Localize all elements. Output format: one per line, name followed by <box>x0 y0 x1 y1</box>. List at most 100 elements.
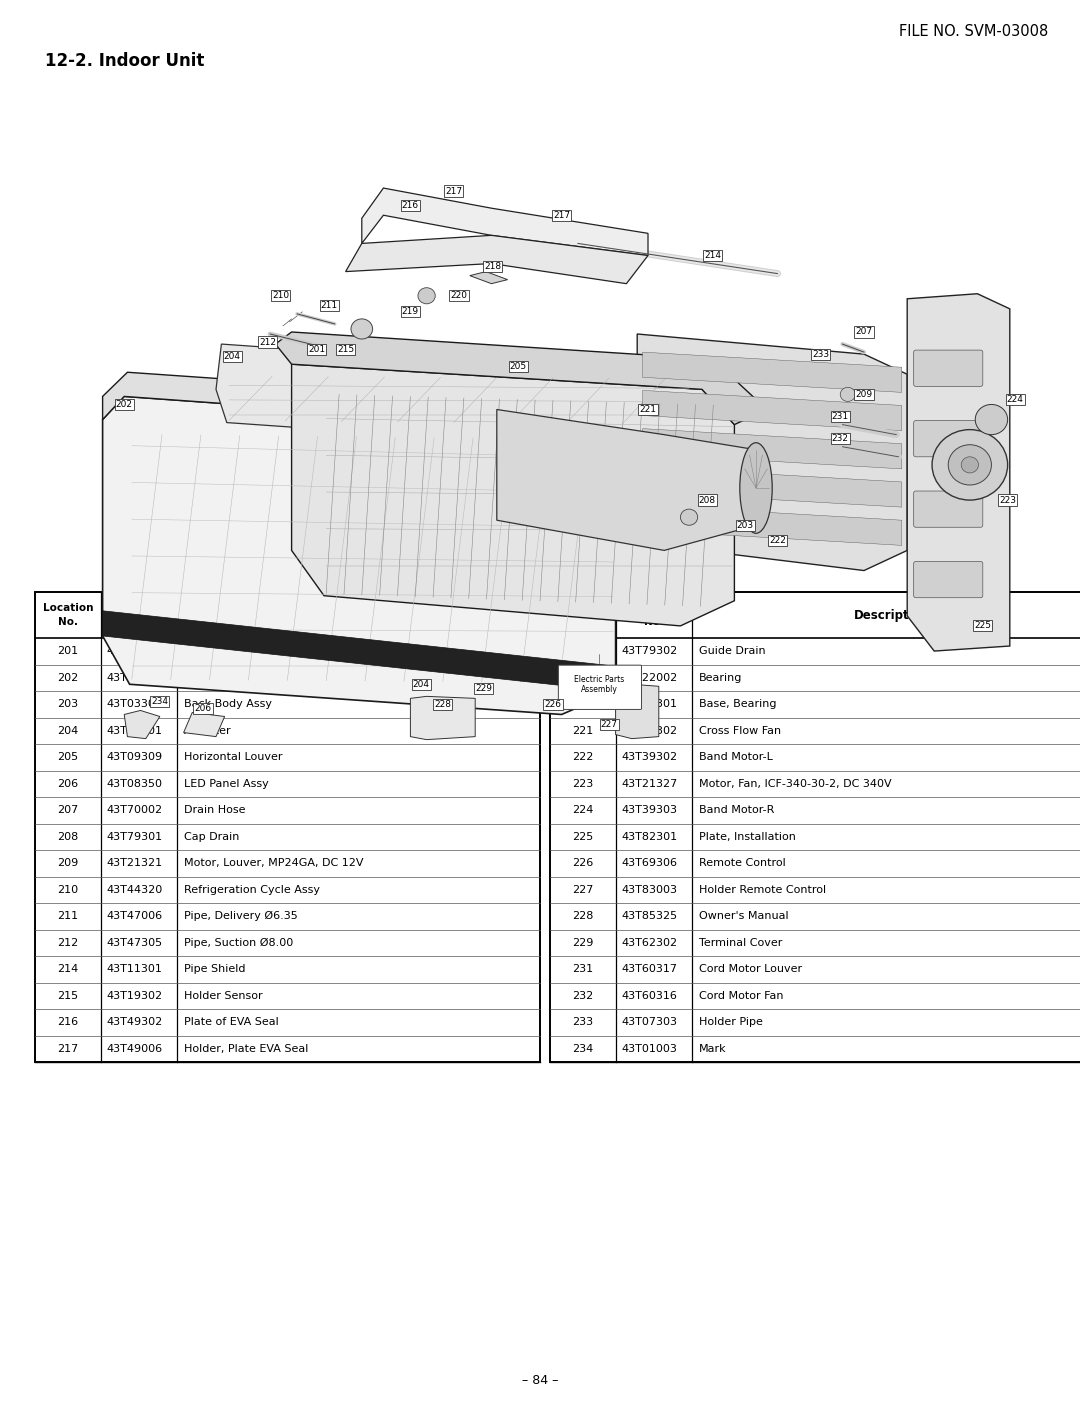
Text: 211: 211 <box>321 301 338 311</box>
Text: 234: 234 <box>572 1044 594 1054</box>
Text: 43T08350: 43T08350 <box>106 778 162 789</box>
Text: Motor, Fan, ICF-340-30-2, DC 340V: Motor, Fan, ICF-340-30-2, DC 340V <box>699 778 892 789</box>
Polygon shape <box>362 189 648 256</box>
FancyBboxPatch shape <box>558 666 642 709</box>
Text: 43T09316: 43T09316 <box>106 673 162 682</box>
Text: Back Body Assy: Back Body Assy <box>184 699 272 709</box>
Text: 43T01003: 43T01003 <box>621 1044 677 1054</box>
FancyBboxPatch shape <box>914 421 983 457</box>
Text: Air Filter: Air Filter <box>184 726 231 736</box>
Text: 211: 211 <box>57 912 79 922</box>
Text: Cord Motor Fan: Cord Motor Fan <box>699 991 783 1000</box>
Text: 225: 225 <box>572 832 594 841</box>
Text: 217: 217 <box>445 187 462 196</box>
Text: 43T83003: 43T83003 <box>621 885 677 895</box>
Text: Location: Location <box>43 604 93 613</box>
Text: 208: 208 <box>699 495 716 505</box>
Text: 43T44320: 43T44320 <box>106 885 162 895</box>
Text: 232: 232 <box>832 435 849 443</box>
Text: 214: 214 <box>704 250 721 260</box>
Text: 233: 233 <box>812 349 829 359</box>
Polygon shape <box>637 333 907 571</box>
Text: 43T21321: 43T21321 <box>106 858 162 868</box>
Text: 43T11301: 43T11301 <box>106 964 162 974</box>
Text: 224: 224 <box>572 805 594 815</box>
Text: 231: 231 <box>832 412 849 421</box>
Text: Remote Control: Remote Control <box>699 858 786 868</box>
Text: No.: No. <box>129 618 149 628</box>
Text: Part: Part <box>642 604 666 613</box>
Text: 43T79301: 43T79301 <box>106 832 162 841</box>
Text: Cross Flow Fan: Cross Flow Fan <box>699 726 781 736</box>
Text: Horizontal Louver: Horizontal Louver <box>184 753 283 763</box>
Text: 43T49006: 43T49006 <box>106 1044 162 1054</box>
Polygon shape <box>643 429 902 469</box>
Text: Refrigeration Cycle Assy: Refrigeration Cycle Assy <box>184 885 320 895</box>
Text: 43T22002: 43T22002 <box>621 673 677 682</box>
Text: 203: 203 <box>57 699 79 709</box>
Text: Band Motor-L: Band Motor-L <box>699 753 773 763</box>
Text: Cord Motor Louver: Cord Motor Louver <box>699 964 802 974</box>
Text: 212: 212 <box>57 937 79 948</box>
Text: 43T00366: 43T00366 <box>106 646 162 656</box>
Text: 43T80301: 43T80301 <box>106 726 162 736</box>
Text: Pipe, Delivery Ø6.35: Pipe, Delivery Ø6.35 <box>184 912 298 922</box>
Text: 226: 226 <box>544 699 562 709</box>
Text: 43T49302: 43T49302 <box>106 1017 162 1027</box>
Text: 43T39303: 43T39303 <box>621 805 677 815</box>
Text: 206: 206 <box>194 704 212 713</box>
Text: Plate, Installation: Plate, Installation <box>699 832 796 841</box>
Text: 210: 210 <box>57 885 79 895</box>
Text: 207: 207 <box>855 328 873 336</box>
Text: Pipe Shield: Pipe Shield <box>184 964 245 974</box>
Polygon shape <box>643 352 902 393</box>
Text: Description: Description <box>854 608 930 622</box>
Text: 208: 208 <box>57 832 79 841</box>
Circle shape <box>840 387 855 401</box>
Text: 202: 202 <box>116 400 133 409</box>
Text: 223: 223 <box>572 778 594 789</box>
Text: 43T09309: 43T09309 <box>106 753 162 763</box>
Text: 43T69306: 43T69306 <box>621 858 677 868</box>
Text: Drain Hose: Drain Hose <box>184 805 245 815</box>
Polygon shape <box>103 397 616 715</box>
Polygon shape <box>103 373 626 470</box>
Text: FILE NO. SVM-03008: FILE NO. SVM-03008 <box>899 24 1048 39</box>
Text: Mark: Mark <box>699 1044 727 1054</box>
Polygon shape <box>124 711 160 739</box>
Text: 201: 201 <box>308 345 325 353</box>
Polygon shape <box>616 684 659 739</box>
Polygon shape <box>643 390 902 431</box>
Circle shape <box>932 429 1008 499</box>
Text: Band Motor-R: Band Motor-R <box>699 805 774 815</box>
Text: 207: 207 <box>57 805 79 815</box>
Text: 218: 218 <box>484 262 501 272</box>
Text: Cap Drain: Cap Drain <box>184 832 240 841</box>
Text: Motor, Louver, MP24GA, DC 12V: Motor, Louver, MP24GA, DC 12V <box>184 858 364 868</box>
Text: 217: 217 <box>57 1044 79 1054</box>
Text: Owner's Manual: Owner's Manual <box>699 912 788 922</box>
Text: 43T79302: 43T79302 <box>621 646 677 656</box>
Text: Electric Parts
Assembly: Electric Parts Assembly <box>575 674 624 694</box>
Text: No.: No. <box>573 618 593 628</box>
Text: 43T07303: 43T07303 <box>621 1017 677 1027</box>
Polygon shape <box>292 364 734 626</box>
Text: Inlet Grille Assy: Inlet Grille Assy <box>184 673 271 682</box>
Text: 205: 205 <box>510 362 527 370</box>
Text: 220: 220 <box>572 699 594 709</box>
Text: 214: 214 <box>57 964 79 974</box>
Text: 201: 201 <box>57 646 79 656</box>
Text: 233: 233 <box>572 1017 594 1027</box>
Ellipse shape <box>740 443 772 533</box>
Text: 202: 202 <box>57 673 79 682</box>
Text: Holder, Plate EVA Seal: Holder, Plate EVA Seal <box>184 1044 309 1054</box>
Polygon shape <box>410 696 475 740</box>
Circle shape <box>351 319 373 339</box>
Text: No.: No. <box>58 618 78 628</box>
Text: 205: 205 <box>57 753 79 763</box>
Text: 223: 223 <box>999 495 1016 505</box>
Text: Base, Bearing: Base, Bearing <box>699 699 777 709</box>
Text: 216: 216 <box>57 1017 79 1027</box>
Text: Bearing: Bearing <box>699 673 742 682</box>
Polygon shape <box>216 345 691 453</box>
